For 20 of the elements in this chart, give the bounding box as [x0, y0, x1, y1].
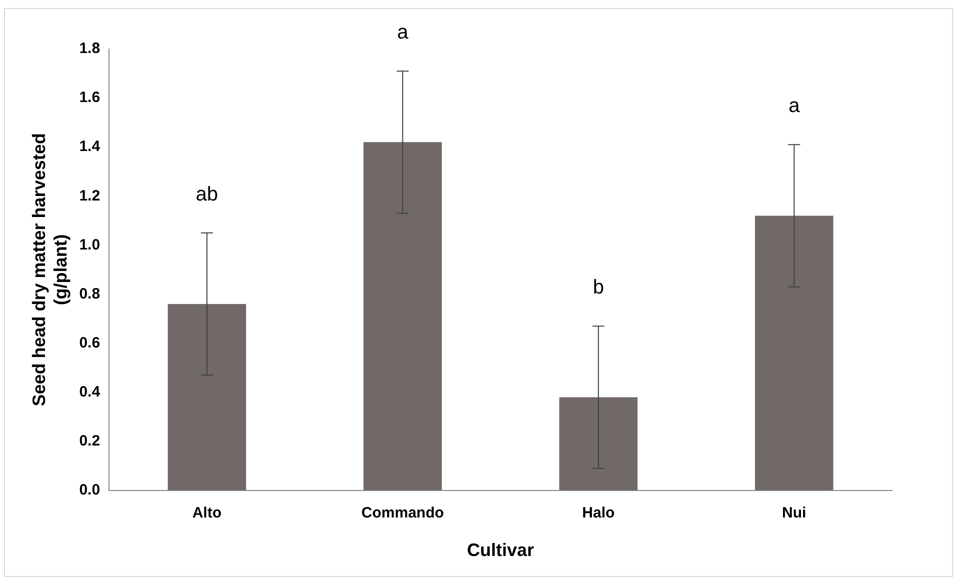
y-tick-label: 0.6 [79, 334, 100, 352]
y-tick-label: 1.4 [79, 138, 101, 156]
annotation: a [788, 95, 801, 118]
y-tick-label: 0.8 [79, 285, 100, 302]
text: a [397, 22, 410, 44]
y-tick-label: 1.6 [79, 89, 100, 106]
x-tick-label: Nui [782, 504, 806, 522]
x-tick-label: Halo [582, 504, 615, 522]
y-axis-title: Seed head dry matter harvested (g/plant) [28, 133, 70, 406]
y-tick-label: 0.2 [79, 432, 100, 450]
y-tick-label: 0.0 [79, 482, 100, 499]
y-tick-label: 1.8 [79, 40, 100, 58]
annotation: ab [196, 183, 218, 206]
x-tick-label: Commando [361, 504, 444, 522]
x-axis-title: Cultivar [467, 540, 534, 560]
annotation: b [592, 276, 604, 299]
y-tick-label: 0.4 [79, 383, 101, 400]
y-tick-label: 1.2 [79, 187, 100, 204]
y-tick-label: 1.0 [79, 236, 100, 254]
x-tick-label: Alto [192, 504, 222, 522]
